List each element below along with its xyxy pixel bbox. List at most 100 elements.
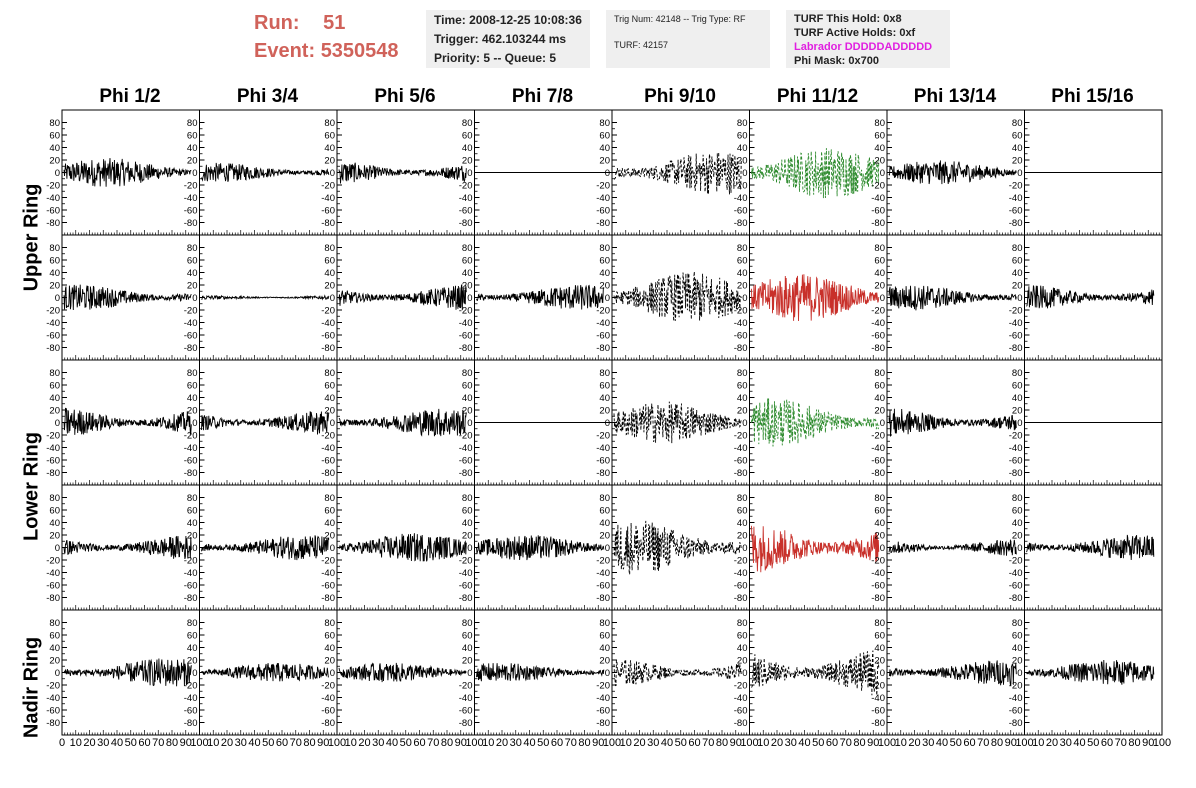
y-tick-label: 0 — [880, 668, 885, 679]
waveform-trace — [338, 662, 467, 683]
y-tick-label: -40 — [734, 568, 748, 579]
y-tick-label: -80 — [459, 468, 473, 479]
x-tick-label: 40 — [1073, 737, 1085, 749]
y-tick-label: 80 — [874, 368, 885, 379]
y-tick-label: -40 — [871, 318, 885, 329]
y-tick-label: -40 — [184, 568, 198, 579]
turf-hold-text: TURF This Hold: 0x8 — [794, 13, 902, 25]
y-tick-label: -20 — [459, 431, 473, 442]
y-tick-label: 20 — [49, 406, 60, 417]
y-tick-label: -80 — [596, 593, 610, 604]
y-tick-label: 80 — [737, 368, 748, 379]
y-tick-label: 0 — [742, 168, 747, 179]
y-tick-label: 0 — [605, 293, 610, 304]
waveform-trace — [613, 271, 742, 322]
waveform-trace — [201, 535, 330, 561]
y-tick-label: 40 — [874, 268, 885, 279]
y-tick-label: -60 — [871, 206, 885, 217]
y-tick-label: -40 — [734, 193, 748, 204]
y-tick-label: -80 — [459, 718, 473, 729]
x-tick-label: 30 — [922, 737, 934, 749]
y-tick-label: 60 — [599, 506, 610, 517]
y-tick-label: 80 — [737, 243, 748, 254]
x-tick-label: 70 — [977, 737, 989, 749]
y-tick-label: -40 — [596, 443, 610, 454]
waveform-trace — [63, 158, 192, 187]
y-tick-label: -60 — [459, 206, 473, 217]
x-tick-label: 100 — [740, 737, 758, 749]
y-tick-label: 20 — [1012, 531, 1023, 542]
y-tick-label: 0 — [1017, 668, 1022, 679]
y-tick-label: 60 — [49, 506, 60, 517]
x-tick-label: 0 — [59, 737, 65, 749]
x-tick-label: 100 — [328, 737, 346, 749]
waveform-trace — [888, 160, 1017, 185]
x-tick-label: 50 — [125, 737, 137, 749]
y-tick-label: -80 — [184, 468, 198, 479]
y-tick-label: 80 — [1012, 618, 1023, 629]
x-tick-label: 10 — [1032, 737, 1044, 749]
y-tick-label: 0 — [55, 543, 60, 554]
trig-info-box: Trig Num: 42148 -- Trig Type: RF TURF: 4… — [606, 10, 770, 68]
y-tick-label: -20 — [734, 306, 748, 317]
y-tick-label: -60 — [184, 581, 198, 592]
y-tick-label: 40 — [599, 143, 610, 154]
y-tick-label: 80 — [462, 493, 473, 504]
y-tick-label: -20 — [321, 556, 335, 567]
y-tick-label: -80 — [871, 468, 885, 479]
y-tick-label: 80 — [737, 118, 748, 129]
waveform-trace — [338, 283, 467, 311]
panel-frame — [749, 359, 888, 486]
x-tick-label: 70 — [1115, 737, 1127, 749]
panel-frame — [611, 484, 750, 611]
x-tick-label: 90 — [455, 737, 467, 749]
y-tick-label: -80 — [596, 718, 610, 729]
y-tick-label: 20 — [462, 406, 473, 417]
x-tick-label: 60 — [413, 737, 425, 749]
y-tick-label: -80 — [184, 593, 198, 604]
y-tick-label: 40 — [324, 143, 335, 154]
x-tick-label: 50 — [1087, 737, 1099, 749]
y-tick-label: 0 — [330, 168, 335, 179]
y-tick-label: -40 — [459, 193, 473, 204]
y-tick-label: -80 — [1009, 593, 1023, 604]
y-tick-label: -60 — [734, 581, 748, 592]
y-tick-label: -40 — [321, 443, 335, 454]
y-tick-label: -20 — [46, 306, 60, 317]
run-value: 51 — [323, 12, 346, 34]
y-tick-label: -60 — [459, 456, 473, 467]
y-tick-label: 80 — [1012, 118, 1023, 129]
y-tick-label: -80 — [1009, 468, 1023, 479]
y-tick-label: -60 — [1009, 581, 1023, 592]
waveform-trace — [201, 162, 330, 182]
y-tick-label: -20 — [459, 306, 473, 317]
y-tick-label: 40 — [462, 268, 473, 279]
y-tick-label: 40 — [49, 268, 60, 279]
y-tick-label: -20 — [734, 681, 748, 692]
x-tick-label: 30 — [1060, 737, 1072, 749]
y-tick-label: -80 — [596, 468, 610, 479]
y-tick-label: -80 — [459, 343, 473, 354]
event-label: Event: 5350548 — [254, 40, 399, 63]
y-tick-label: -80 — [734, 218, 748, 229]
priority-text: Priority: 5 -- Queue: 5 — [434, 51, 557, 65]
y-tick-label: 0 — [1017, 168, 1022, 179]
x-tick-label: 20 — [771, 737, 783, 749]
event-label-text: Event: — [254, 40, 316, 62]
y-tick-label: 0 — [742, 543, 747, 554]
x-tick-label: 60 — [688, 737, 700, 749]
y-tick-label: 80 — [599, 243, 610, 254]
y-tick-label: 0 — [467, 293, 472, 304]
x-tick-label: 70 — [840, 737, 852, 749]
y-tick-label: 60 — [1012, 256, 1023, 267]
